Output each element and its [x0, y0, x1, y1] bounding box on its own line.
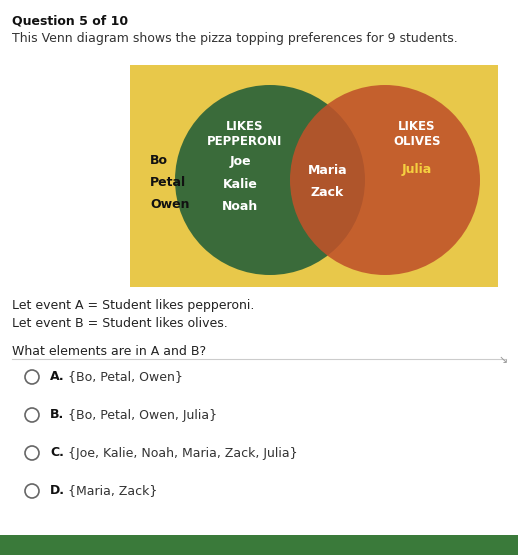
Text: Maria: Maria [308, 164, 347, 176]
Text: {Maria, Zack}: {Maria, Zack} [64, 485, 157, 497]
FancyBboxPatch shape [0, 535, 518, 555]
Text: Bo: Bo [150, 154, 168, 166]
Text: LIKES
PEPPERONI: LIKES PEPPERONI [207, 120, 283, 148]
Text: {Bo, Petal, Owen, Julia}: {Bo, Petal, Owen, Julia} [64, 408, 217, 421]
Text: B.: B. [50, 408, 64, 421]
Text: Question 5 of 10: Question 5 of 10 [12, 14, 128, 27]
Text: Kalie: Kalie [223, 178, 257, 190]
Text: C.: C. [50, 447, 64, 460]
FancyBboxPatch shape [130, 65, 498, 287]
Text: This Venn diagram shows the pizza topping preferences for 9 students.: This Venn diagram shows the pizza toppin… [12, 32, 458, 45]
Text: {Bo, Petal, Owen}: {Bo, Petal, Owen} [64, 371, 183, 384]
Text: D.: D. [50, 485, 65, 497]
Text: A.: A. [50, 371, 65, 384]
Text: ↘: ↘ [499, 355, 508, 365]
Circle shape [175, 85, 365, 275]
Circle shape [290, 85, 480, 275]
Text: {Joe, Kalie, Noah, Maria, Zack, Julia}: {Joe, Kalie, Noah, Maria, Zack, Julia} [64, 447, 298, 460]
Text: Julia: Julia [402, 164, 432, 176]
Text: LIKES
OLIVES: LIKES OLIVES [393, 120, 441, 148]
Text: Petal: Petal [150, 175, 186, 189]
Text: Zack: Zack [311, 185, 344, 199]
Text: Let event B = Student likes olives.: Let event B = Student likes olives. [12, 317, 228, 330]
Text: Joe: Joe [229, 155, 251, 169]
Text: Noah: Noah [222, 199, 258, 213]
Text: What elements are in A and B?: What elements are in A and B? [12, 345, 206, 358]
Text: Let event A = Student likes pepperoni.: Let event A = Student likes pepperoni. [12, 299, 254, 312]
Text: Owen: Owen [150, 198, 190, 210]
